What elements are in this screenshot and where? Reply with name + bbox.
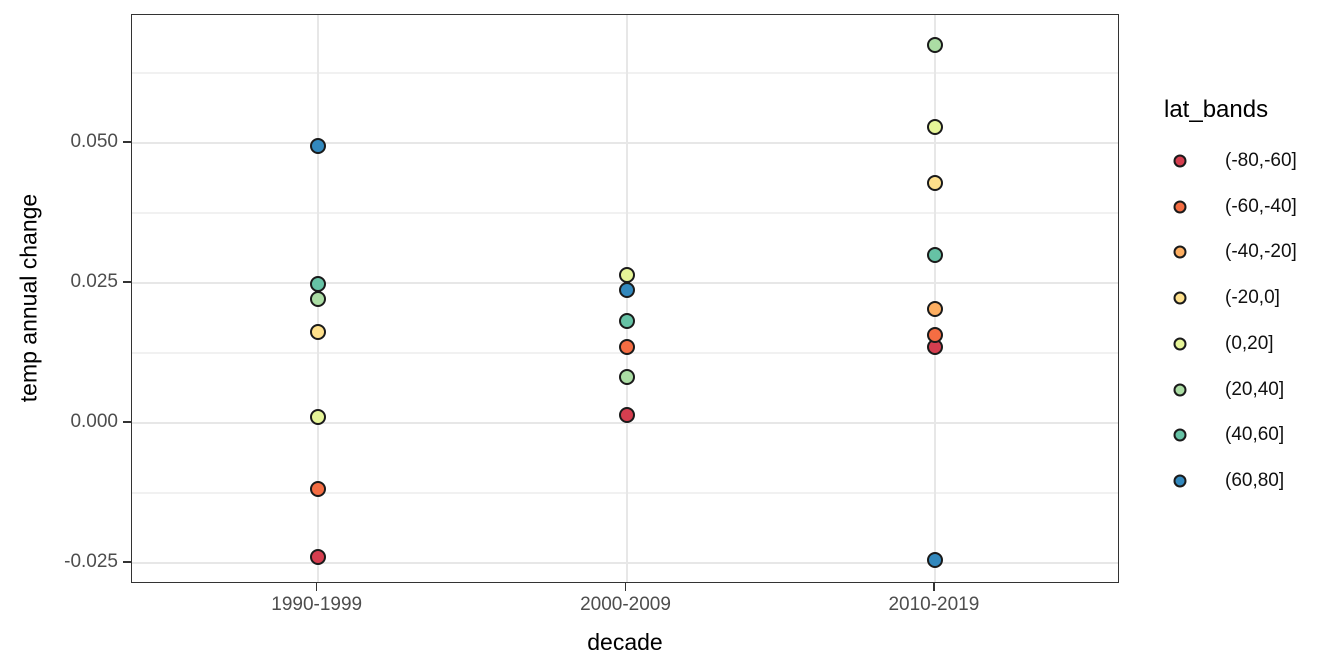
x-gridline-major — [625, 15, 628, 582]
data-point — [618, 282, 635, 299]
y-gridline-minor — [132, 212, 1118, 214]
data-point — [309, 409, 326, 426]
legend-item: (-80,-60] — [1164, 146, 1344, 176]
y-tick-label: -0.025 — [64, 551, 118, 572]
data-point — [926, 119, 943, 136]
x-tick-label: 2010-2019 — [888, 594, 980, 615]
x-tick-label: 2000-2009 — [580, 594, 671, 615]
data-point — [926, 247, 943, 263]
data-point — [926, 174, 943, 191]
data-point — [618, 368, 635, 385]
x-axis-title: decade — [587, 629, 663, 655]
legend-item: (-60,-40] — [1164, 192, 1344, 222]
legend-item: (-40,-20] — [1164, 237, 1344, 267]
legend-item-label: (-20,0] — [1225, 287, 1280, 309]
data-point — [618, 339, 635, 356]
legend-item-label: (40,60] — [1225, 424, 1285, 446]
data-point — [926, 327, 943, 344]
legend-key-dot — [1173, 337, 1187, 351]
legend-key-dot — [1173, 383, 1187, 396]
legend: lat_bands (-80,-60] (-60,-40] (-40,-20] (-2… — [1164, 0, 1344, 672]
legend-item: (60,80] — [1164, 466, 1344, 496]
y-tick-label: 0.025 — [70, 271, 118, 292]
legend-item: (0,20] — [1164, 329, 1344, 359]
x-tick — [315, 583, 318, 591]
data-point — [926, 37, 943, 53]
y-gridline-major — [132, 562, 1118, 564]
y-axis-title: temp annual change — [15, 193, 42, 403]
legend-key-dot — [1173, 200, 1187, 214]
y-gridline-minor — [132, 72, 1118, 74]
legend-item: (40,60] — [1164, 420, 1344, 450]
data-point — [309, 549, 326, 566]
plot-panel — [131, 14, 1119, 583]
data-point — [309, 290, 326, 307]
legend-item-label: (-60,-40] — [1225, 195, 1297, 217]
data-point — [309, 481, 326, 498]
legend-item-label: (20,40] — [1225, 378, 1285, 400]
data-point — [309, 323, 326, 340]
data-point — [618, 406, 635, 423]
data-point — [926, 552, 943, 569]
legend-key-dot — [1173, 154, 1187, 168]
data-point — [309, 275, 326, 292]
y-tick — [123, 561, 131, 563]
legend-item-label: (-40,-20] — [1225, 241, 1297, 263]
y-tick — [123, 281, 131, 283]
y-tick-label: 0.050 — [70, 131, 118, 152]
data-point — [926, 300, 943, 317]
legend-item-label: (0,20] — [1225, 332, 1274, 354]
y-gridline-minor — [132, 492, 1118, 494]
legend-item-label: (-80,-60] — [1225, 150, 1297, 171]
data-point — [618, 267, 635, 284]
x-tick — [933, 583, 935, 591]
x-tick-label: 1990-1999 — [271, 594, 363, 615]
x-gridline-major — [933, 15, 936, 582]
legend-item-label: (60,80] — [1225, 469, 1285, 491]
data-point — [309, 138, 326, 155]
y-gridline-major — [132, 422, 1118, 424]
y-gridline-major — [132, 142, 1118, 144]
y-tick — [123, 141, 131, 143]
legend-key-dot — [1173, 245, 1187, 259]
y-tick — [123, 421, 131, 423]
legend-key-dot — [1173, 474, 1187, 488]
legend-title: lat_bands — [1164, 96, 1269, 123]
legend-key-dot — [1173, 291, 1187, 305]
y-tick-label: 0.000 — [70, 411, 118, 432]
legend-item: (20,40] — [1164, 375, 1344, 405]
data-point — [618, 312, 635, 329]
x-tick — [624, 583, 627, 591]
legend-key-dot — [1173, 428, 1187, 442]
legend-item: (-20,0] — [1164, 283, 1344, 313]
